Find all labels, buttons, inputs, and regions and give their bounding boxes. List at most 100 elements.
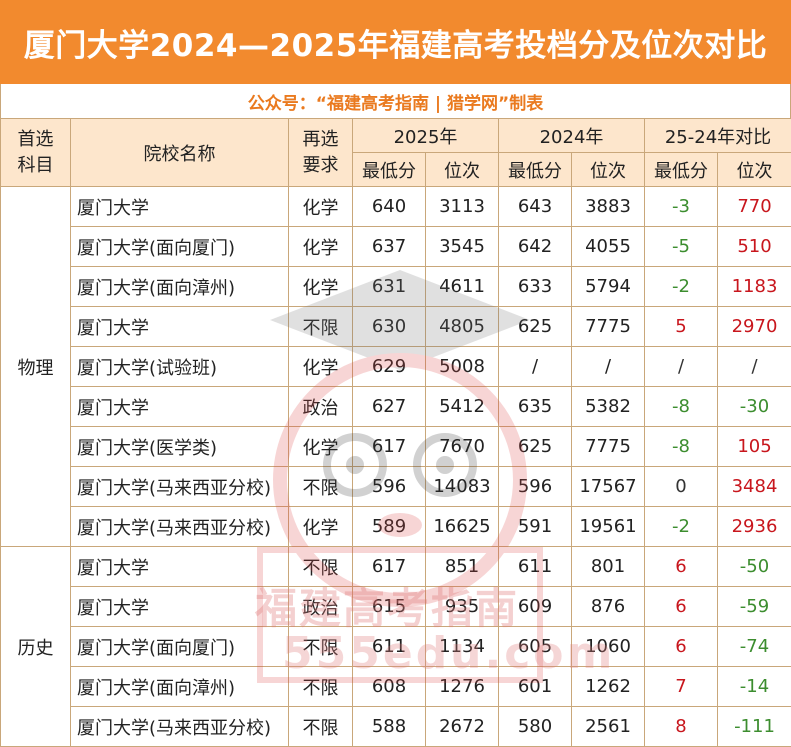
rank-2024-cell: 7775: [571, 426, 645, 467]
rank-diff-cell: 3484: [717, 466, 791, 507]
rank-2025-cell: 16625: [425, 506, 499, 547]
table-row: 厦门大学(面向厦门) 不限 611 1134 605 1060 6 -74: [1, 626, 791, 667]
min-score-diff-cell: 6: [644, 586, 718, 627]
school-name-cell: 厦门大学(马来西亚分校): [70, 706, 289, 747]
rank-diff-cell: 105: [717, 426, 791, 467]
rank-2025-cell: 1134: [425, 626, 499, 667]
min-score-diff-cell: 6: [644, 626, 718, 667]
rank-2025-cell: 14083: [425, 466, 499, 507]
requirement-cell: 不限: [288, 626, 353, 667]
school-name-cell: 厦门大学: [70, 586, 289, 627]
header-2024: 2024年: [498, 118, 645, 153]
school-name-cell: 厦门大学(面向厦门): [70, 626, 289, 667]
min-score-2024-cell: 635: [498, 386, 572, 427]
min-score-2024-cell: 596: [498, 466, 572, 507]
table-row: 厦门大学(面向漳州) 化学 631 4611 633 5794 -2 1183: [1, 266, 791, 307]
min-score-2025-cell: 640: [352, 186, 426, 227]
rank-2024-cell: 17567: [571, 466, 645, 507]
min-score-diff-cell: 5: [644, 306, 718, 347]
min-score-2024-cell: 625: [498, 306, 572, 347]
header-2024-min-score: 最低分: [498, 152, 572, 187]
min-score-2025-cell: 617: [352, 426, 426, 467]
min-score-2025-cell: 588: [352, 706, 426, 747]
header-diff: 25-24年对比: [644, 118, 791, 153]
rank-diff-cell: 2970: [717, 306, 791, 347]
min-score-2025-cell: 611: [352, 626, 426, 667]
page-title: 厦门大学2024—2025年福建高考投档分及位次对比: [0, 0, 791, 84]
rank-2025-cell: 4805: [425, 306, 499, 347]
header-2024-rank: 位次: [571, 152, 645, 187]
rank-2024-cell: 876: [571, 586, 645, 627]
requirement-cell: 化学: [288, 186, 353, 227]
min-score-2025-cell: 615: [352, 586, 426, 627]
requirement-cell: 政治: [288, 586, 353, 627]
min-score-2024-cell: 605: [498, 626, 572, 667]
rank-diff-cell: /: [717, 346, 791, 387]
rank-2024-cell: 1060: [571, 626, 645, 667]
min-score-2024-cell: /: [498, 346, 572, 387]
requirement-cell: 化学: [288, 226, 353, 267]
requirement-cell: 政治: [288, 386, 353, 427]
rank-2025-cell: 2672: [425, 706, 499, 747]
rank-2025-cell: 3113: [425, 186, 499, 227]
school-name-cell: 厦门大学(马来西亚分校): [70, 466, 289, 507]
rank-diff-cell: -14: [717, 666, 791, 707]
rank-diff-cell: -111: [717, 706, 791, 747]
rank-2024-cell: 5382: [571, 386, 645, 427]
min-score-diff-cell: -2: [644, 266, 718, 307]
rank-2025-cell: 3545: [425, 226, 499, 267]
table-row: 厦门大学(马来西亚分校) 不限 588 2672 580 2561 8 -111: [1, 706, 791, 747]
page-subtitle: 公众号：“福建高考指南 | 猎学网”制表: [0, 84, 791, 118]
min-score-2024-cell: 580: [498, 706, 572, 747]
score-table: 首选 科目 院校名称 再选 要求 2025年 2024年 25-24年对比 最低…: [0, 118, 791, 747]
min-score-2025-cell: 629: [352, 346, 426, 387]
school-name-cell: 厦门大学: [70, 186, 289, 227]
table-row: 厦门大学(医学类) 化学 617 7670 625 7775 -8 105: [1, 426, 791, 467]
header-2025-rank: 位次: [425, 152, 499, 187]
min-score-diff-cell: -8: [644, 386, 718, 427]
rank-2024-cell: 2561: [571, 706, 645, 747]
min-score-2024-cell: 591: [498, 506, 572, 547]
rank-2024-cell: 1262: [571, 666, 645, 707]
table-body: 物理 厦门大学 化学 640 3113 643 3883 -3 770 厦门大学(面向厦门) 化学 6…: [0, 186, 791, 747]
rank-diff-cell: -74: [717, 626, 791, 667]
rank-diff-cell: 1183: [717, 266, 791, 307]
table-row: 厦门大学(试验班) 化学 629 5008// / /: [1, 346, 791, 387]
min-score-diff-cell: 8: [644, 706, 718, 747]
requirement-cell: 不限: [288, 706, 353, 747]
min-score-diff-cell: 0: [644, 466, 718, 507]
table-row: 厦门大学(面向厦门) 化学 637 3545 642 4055 -5 510: [1, 226, 791, 267]
rank-2024-cell: /: [571, 346, 645, 387]
school-name-cell: 厦门大学(马来西亚分校): [70, 506, 289, 547]
rank-2024-cell: 5794: [571, 266, 645, 307]
header-school: 院校名称: [70, 118, 289, 187]
min-score-diff-cell: 6: [644, 546, 718, 587]
school-name-cell: 厦门大学: [70, 306, 289, 347]
school-name-cell: 厦门大学: [70, 386, 289, 427]
requirement-cell: 化学: [288, 346, 353, 387]
header-diff-min-score: 最低分: [644, 152, 718, 187]
min-score-diff-cell: -5: [644, 226, 718, 267]
min-score-2024-cell: 643: [498, 186, 572, 227]
requirement-cell: 不限: [288, 306, 353, 347]
rank-diff-cell: 2936: [717, 506, 791, 547]
school-name-cell: 厦门大学: [70, 546, 289, 587]
subject-cell: 物理: [0, 186, 71, 547]
school-name-cell: 厦门大学(面向漳州): [70, 266, 289, 307]
min-score-2025-cell: 631: [352, 266, 426, 307]
school-name-cell: 厦门大学(试验班): [70, 346, 289, 387]
rank-2024-cell: 3883: [571, 186, 645, 227]
rank-diff-cell: -59: [717, 586, 791, 627]
requirement-cell: 不限: [288, 666, 353, 707]
min-score-2024-cell: 609: [498, 586, 572, 627]
school-name-cell: 厦门大学(面向漳州): [70, 666, 289, 707]
min-score-2025-cell: 608: [352, 666, 426, 707]
min-score-diff-cell: -8: [644, 426, 718, 467]
table-row: 厦门大学 政治 615 935 609 876 6 -59: [1, 586, 791, 627]
rank-diff-cell: -30: [717, 386, 791, 427]
rank-2024-cell: 7775: [571, 306, 645, 347]
header-diff-rank: 位次: [717, 152, 791, 187]
requirement-cell: 化学: [288, 266, 353, 307]
min-score-2025-cell: 630: [352, 306, 426, 347]
rank-diff-cell: 510: [717, 226, 791, 267]
